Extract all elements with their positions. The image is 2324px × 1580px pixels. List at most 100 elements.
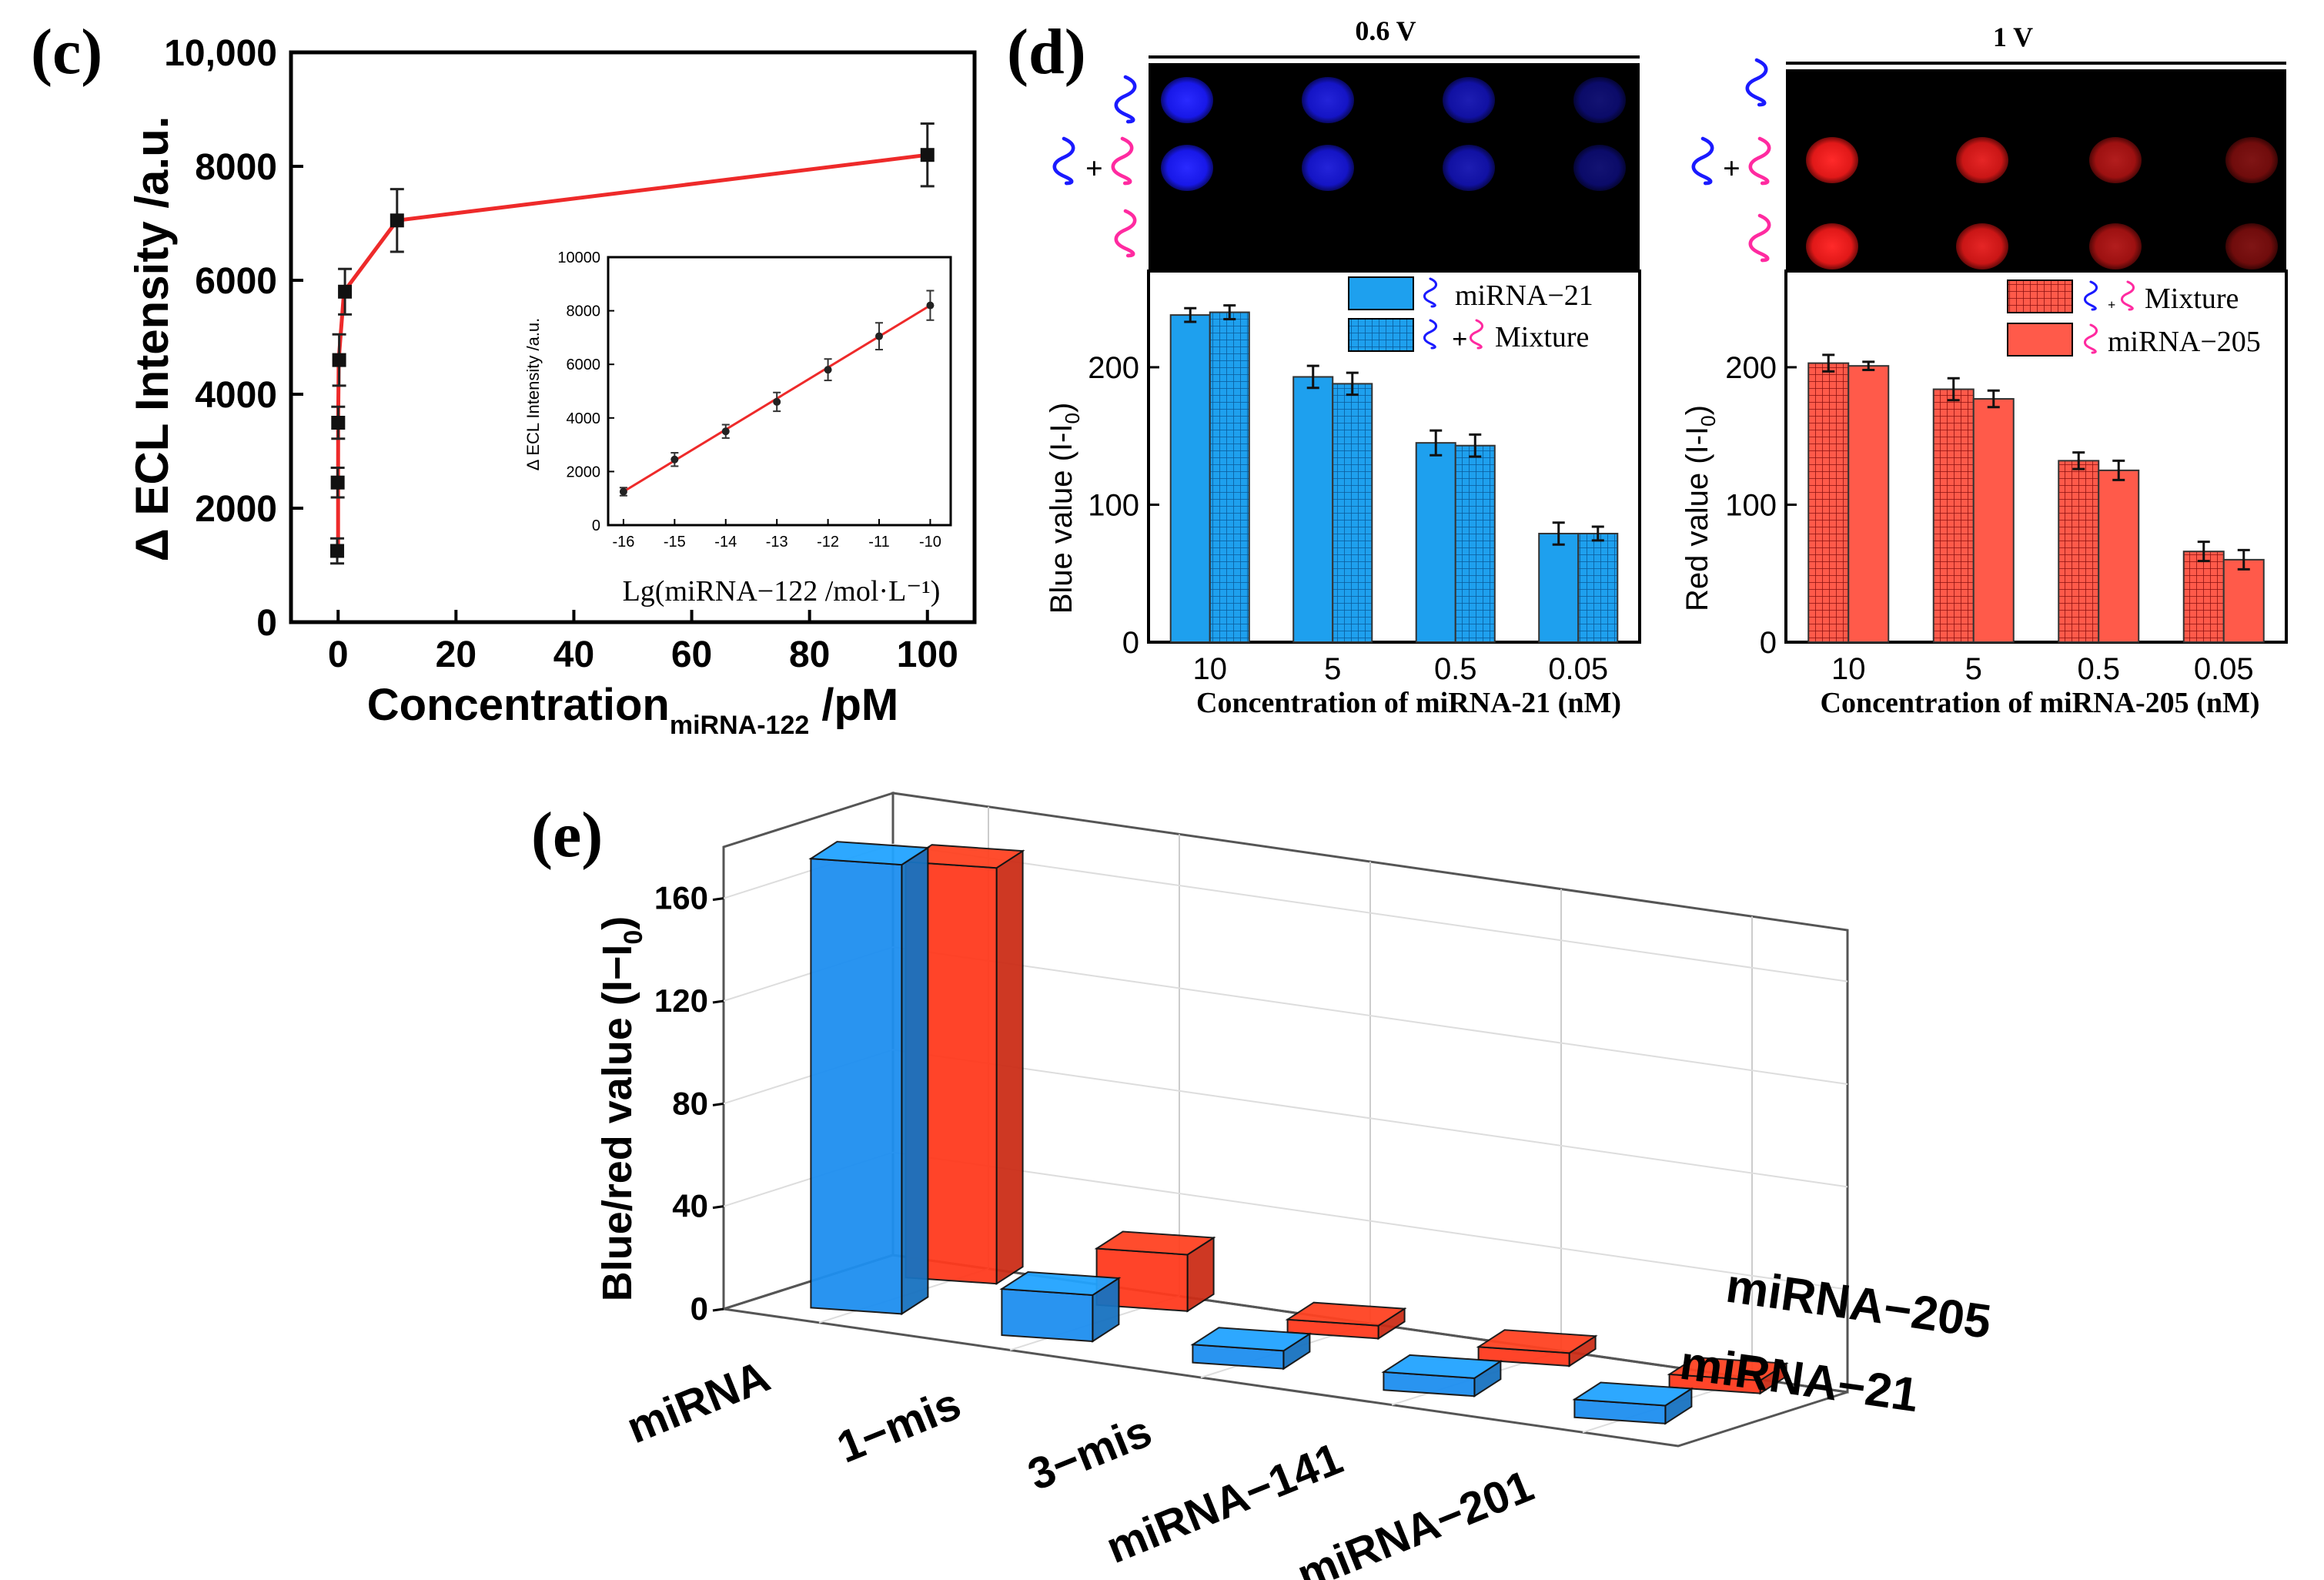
- inset-data-point: [721, 427, 730, 436]
- right-bar: [2098, 469, 2140, 644]
- inset-data-point: [619, 487, 627, 496]
- inset-xlabel: Lg(miRNA−122 /mol·L⁻¹): [623, 575, 941, 608]
- panel-c: (c) 0 2000 4000 6000 8000 10,000 0 20 40 60 80 100…: [31, 16, 977, 740]
- strand-plus: +: [1723, 151, 1740, 186]
- strand-plus: +: [1085, 151, 1103, 186]
- e-blue-bar-top: [1190, 1327, 1312, 1352]
- inset-xtick-label: -13: [766, 534, 788, 551]
- left-bar-xticks: 10 5 0.5 0.05: [1193, 631, 1608, 686]
- right-bar: [2182, 551, 2225, 644]
- legend-plus-left: +: [1452, 323, 1468, 354]
- e-ztick-label: 40: [672, 1188, 708, 1224]
- strand-legend-right: +: [1691, 58, 1771, 263]
- right-xtick-label: 0.5: [2077, 652, 2120, 686]
- panel-e-label: (e): [531, 799, 603, 871]
- left-bar: [1292, 376, 1334, 643]
- spots-left: [1161, 77, 1626, 191]
- e-category-label: 1−mis: [831, 1378, 968, 1472]
- red-ecl-spot: [2225, 223, 2278, 269]
- red-ecl-spot: [2089, 137, 2142, 183]
- inset-data-point: [875, 332, 884, 340]
- legend-strand-pink-icon: [2083, 323, 2098, 354]
- strand-pink-icon: [1111, 136, 1134, 186]
- panel-c-xlabel: ConcentrationmiRNA-122 /pM: [367, 680, 899, 740]
- right-bar: [2222, 558, 2265, 644]
- inset-data-point: [824, 366, 832, 374]
- series-label-mirna21: miRNA−21: [1677, 1337, 1921, 1423]
- e-ztick-mark: [712, 1307, 724, 1312]
- panel-e-zticks: 0 40 80 120 160: [654, 880, 724, 1327]
- spots-right: [1806, 137, 2278, 269]
- strand-pink-icon: [1114, 209, 1137, 258]
- c-data-point: [390, 213, 404, 228]
- strand-blue-icon: [1052, 136, 1075, 186]
- c-ytick-label: 0: [256, 603, 277, 644]
- e-ztick-label: 120: [654, 982, 708, 1019]
- legend-strands-right: [2083, 280, 2135, 354]
- inset-ytick-label: 4000: [567, 410, 601, 427]
- right-ytick-label: 0: [1760, 626, 1777, 660]
- c-data-point: [332, 353, 346, 367]
- left-ytick-label: 200: [1088, 351, 1139, 385]
- left-bar: [1332, 383, 1373, 643]
- left-bar-yticks: 0 100 200: [1088, 351, 1159, 660]
- right-xtick-label: 5: [1965, 652, 1982, 686]
- c-ytick-label: 8000: [195, 147, 277, 188]
- legend-text-mixture-left: Mixture: [1495, 321, 1589, 353]
- panel-d-label: (d): [1007, 16, 1086, 88]
- left-xtick-label: 10: [1193, 652, 1228, 686]
- inset-ytick-label: 10000: [557, 249, 600, 266]
- legend-swatch-solid-blue: [1348, 276, 1414, 310]
- bar-axes-left: [1147, 269, 1641, 644]
- right-bar-yticks: 0 100 200: [1725, 351, 1797, 660]
- legend-plus-right: +: [2108, 297, 2115, 313]
- red-ecl-spot: [2089, 223, 2142, 269]
- strand-blue-icon: [1691, 136, 1714, 186]
- c-data-point: [330, 475, 345, 490]
- voltage-label-right: 1 V: [1993, 22, 2033, 52]
- left-bar: [1454, 444, 1496, 643]
- c-data-point: [920, 148, 935, 162]
- e-gridline: [892, 1049, 1848, 1188]
- strand-blue-icon: [1745, 58, 1768, 107]
- inset-xtick-label: -10: [919, 534, 941, 551]
- left-bar: [1577, 532, 1619, 644]
- e-ztick-mark: [712, 897, 724, 902]
- strand-legend-left: +: [1052, 75, 1137, 258]
- c-xtick-label: 80: [789, 634, 830, 675]
- c-ytick-label: 6000: [195, 261, 277, 302]
- red-ecl-spot: [1806, 137, 1858, 183]
- panel-c-label: (c): [31, 16, 102, 88]
- c-ytick-label: 4000: [195, 375, 277, 416]
- series-label-mirna205: miRNA−205: [1723, 1260, 1995, 1350]
- panel-c-yticks: 0 2000 4000 6000 8000 10,000: [164, 33, 303, 644]
- right-bar-xlabel: Concentration of miRNA-205 (nM): [1821, 687, 2260, 719]
- panel-c-xticks: 0 20 40 60 80 100: [328, 610, 958, 675]
- c-data-point: [338, 284, 353, 299]
- bar-axes-right: [1784, 269, 2288, 644]
- e-ztick-mark: [712, 1102, 724, 1106]
- right-bar-xticks: 10 5 0.5 0.05: [1831, 631, 2254, 686]
- left-legend: miRNA−21 Mixture +: [1348, 276, 1593, 354]
- right-xtick-label: 10: [1831, 652, 1866, 686]
- red-ecl-spot: [1956, 223, 2008, 269]
- panel-c-axes-frame: [289, 50, 977, 624]
- right-ytick-label: 100: [1725, 488, 1777, 522]
- blue-ecl-spot: [1443, 145, 1495, 191]
- c-xtick-label: 0: [328, 634, 349, 675]
- e-gridline: [892, 946, 1848, 1085]
- inset-ytick-label: 0: [592, 517, 600, 534]
- voltage-label-left: 0.6 V: [1355, 15, 1416, 46]
- c-data-point: [331, 416, 346, 430]
- strand-pink-icon: [1748, 136, 1771, 186]
- e-ztick-label: 0: [691, 1290, 708, 1327]
- inset-xtick-label: -11: [868, 534, 889, 551]
- strand-blue-icon: [1114, 75, 1137, 124]
- c-xtick-label: 20: [436, 634, 477, 675]
- left-ytick-label: 100: [1088, 488, 1139, 522]
- left-bar: [1415, 442, 1456, 643]
- inset-axes-frame: [607, 256, 952, 527]
- inset-ytick-label: 2000: [567, 464, 601, 480]
- ecl-image-right: [1786, 69, 2286, 271]
- inset-data-point: [670, 455, 679, 464]
